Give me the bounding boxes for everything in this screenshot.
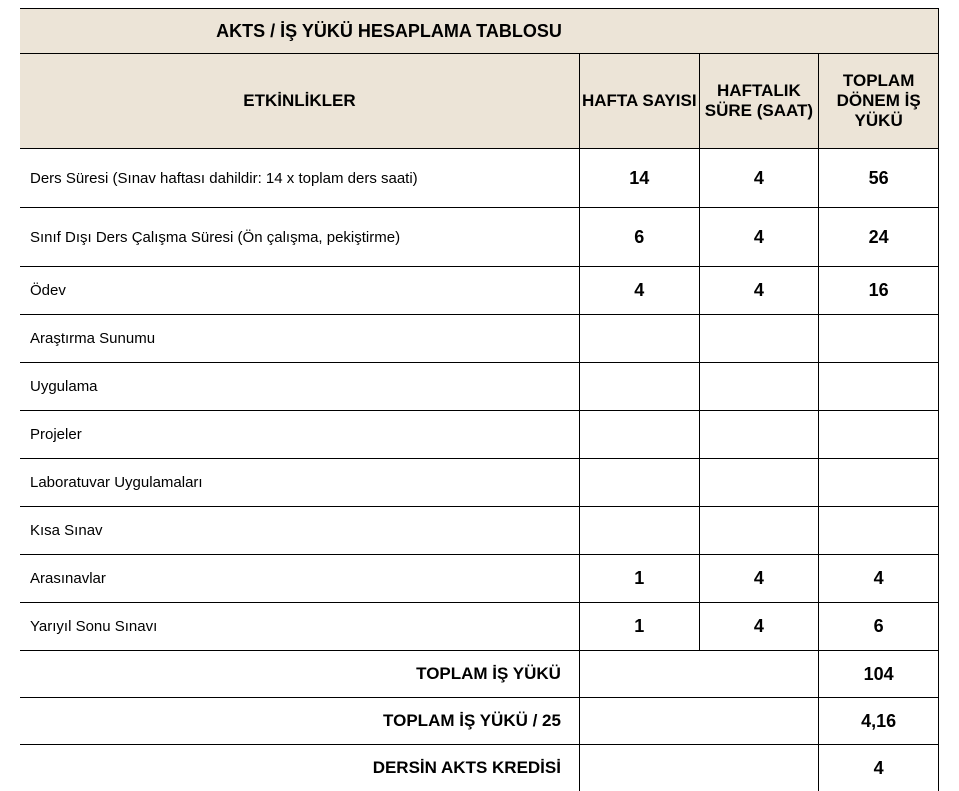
row-cell: 16: [819, 267, 939, 315]
row-cell: [579, 459, 699, 507]
summary-empty: [579, 698, 699, 745]
row-cell: [819, 363, 939, 411]
row-label: Uygulama: [20, 363, 579, 411]
row-label: Kısa Sınav: [20, 507, 579, 555]
row-label: Projeler: [20, 411, 579, 459]
row-cell: [819, 411, 939, 459]
summary-div25-label: TOPLAM İŞ YÜKÜ / 25: [20, 698, 579, 745]
summary-empty: [579, 745, 699, 791]
row-cell: [699, 507, 819, 555]
row-cell: 4: [699, 603, 819, 651]
row-cell: 4: [699, 555, 819, 603]
row-cell: 6: [579, 208, 699, 267]
row-cell: 4: [579, 267, 699, 315]
row-label: Yarıyıl Sonu Sınavı: [20, 603, 579, 651]
workload-table: AKTS / İŞ YÜKÜ HESAPLAMA TABLOSU ETKİNLİ…: [20, 8, 939, 791]
summary-credit-value: 4: [819, 745, 939, 791]
row-cell: [819, 315, 939, 363]
table-title: AKTS / İŞ YÜKÜ HESAPLAMA TABLOSU: [20, 21, 938, 42]
row-cell: [699, 315, 819, 363]
row-cell: 14: [579, 149, 699, 208]
row-cell: 56: [819, 149, 939, 208]
row-cell: 4: [699, 208, 819, 267]
header-activities: ETKİNLİKLER: [20, 54, 579, 149]
row-label: Arasınavlar: [20, 555, 579, 603]
row-cell: [819, 459, 939, 507]
row-cell: [699, 363, 819, 411]
summary-empty: [699, 698, 819, 745]
header-total: TOPLAM DÖNEM İŞ YÜKÜ: [819, 54, 939, 149]
row-cell: [579, 363, 699, 411]
row-label: Laboratuvar Uygulamaları: [20, 459, 579, 507]
row-cell: [579, 507, 699, 555]
row-label: Araştırma Sunumu: [20, 315, 579, 363]
row-cell: [699, 411, 819, 459]
summary-total-value: 104: [819, 651, 939, 698]
header-hours: HAFTALIK SÜRE (SAAT): [699, 54, 819, 149]
summary-empty: [579, 651, 699, 698]
row-cell: [579, 315, 699, 363]
table-title-cell: AKTS / İŞ YÜKÜ HESAPLAMA TABLOSU: [20, 9, 939, 54]
row-cell: 4: [699, 267, 819, 315]
row-label: Ödev: [20, 267, 579, 315]
row-cell: 6: [819, 603, 939, 651]
row-label: Sınıf Dışı Ders Çalışma Süresi (Ön çalış…: [20, 208, 579, 267]
summary-total-label: TOPLAM İŞ YÜKÜ: [20, 651, 579, 698]
row-cell: [699, 459, 819, 507]
row-cell: 1: [579, 603, 699, 651]
row-cell: 24: [819, 208, 939, 267]
summary-empty: [699, 745, 819, 791]
summary-credit-label: DERSİN AKTS KREDİSİ: [20, 745, 579, 791]
summary-empty: [699, 651, 819, 698]
row-cell: 4: [699, 149, 819, 208]
row-cell: [579, 411, 699, 459]
row-label: Ders Süresi (Sınav haftası dahildir: 14 …: [20, 149, 579, 208]
row-cell: 4: [819, 555, 939, 603]
row-cell: [819, 507, 939, 555]
header-weeks: HAFTA SAYISI: [579, 54, 699, 149]
row-cell: 1: [579, 555, 699, 603]
summary-div25-value: 4,16: [819, 698, 939, 745]
